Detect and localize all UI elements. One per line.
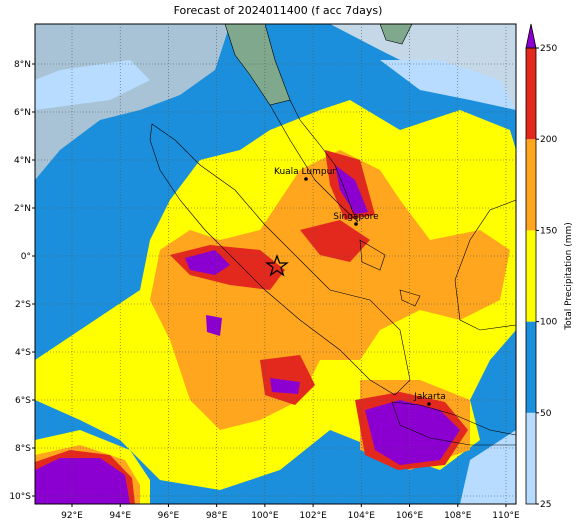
colorbar-label: Total Precipitation (mm) (564, 222, 574, 331)
colorbar: 25 50 100 150 200 250 (525, 23, 557, 510)
colorbar-tick-label: 100 (540, 318, 557, 328)
map-frame (34, 23, 517, 505)
precip-area (335, 165, 368, 214)
precip-area (460, 430, 516, 504)
terrain (35, 24, 230, 180)
x-tick-label: 94°E (109, 511, 131, 521)
coastline (359, 239, 421, 307)
colorbar-segment (526, 48, 536, 140)
precip-area (206, 315, 222, 336)
precip-area (35, 458, 130, 504)
colorbar-frame (525, 47, 537, 505)
colorbar-tick-label: 250 (540, 44, 557, 54)
city-label: Kuala Lumpur (274, 167, 336, 177)
graticule: 92°E 94°E 96°E 98°E 100°E 102°E 104°E 106°E 108°… (9, 24, 520, 521)
coastline (391, 401, 516, 446)
x-tick-label: 110°E (492, 511, 520, 521)
colorbar-tick-label: 200 (540, 135, 557, 145)
coastline (454, 199, 516, 331)
city-label: Singapore (333, 212, 379, 222)
y-tick-label: 8°S (15, 444, 31, 454)
x-tick-label: 98°E (206, 511, 228, 521)
map-title: Forecast of 2024011400 (f acc 7days) (174, 4, 383, 17)
colorbar-segment (526, 321, 536, 413)
city-marker (304, 177, 308, 181)
x-tick-label: 106°E (396, 511, 424, 521)
city-label: Jakarta (413, 392, 445, 402)
colorbar-tick-label: 25 (540, 500, 551, 510)
y-tick-label: 0° (21, 252, 31, 262)
city-marker (427, 402, 431, 406)
colorbar-segment (526, 230, 536, 322)
land (379, 24, 413, 45)
x-tick-label: 96°E (158, 511, 180, 521)
precip-field (35, 24, 516, 504)
precip-area (380, 60, 516, 110)
precip-area (300, 220, 370, 262)
y-tick-label: 2°S (15, 300, 31, 310)
coastline (149, 123, 411, 396)
y-tick-label: 4°S (15, 348, 31, 358)
y-tick-label: 10°S (9, 492, 31, 502)
colorbar-segment (526, 139, 536, 231)
colorbar-segment (526, 412, 536, 504)
y-tick-label: 6°S (15, 396, 31, 406)
coastline (269, 99, 359, 223)
precip-area (365, 400, 460, 465)
city-marker (354, 222, 358, 226)
x-tick-label: 100°E (251, 511, 279, 521)
precip-area (260, 355, 315, 405)
precip-area (270, 378, 300, 394)
y-tick-label: 8°N (14, 60, 31, 70)
x-tick-label: 102°E (299, 511, 327, 521)
x-tick-label: 92°E (61, 511, 83, 521)
x-tick-label: 108°E (444, 511, 472, 521)
precip-area (35, 60, 150, 110)
y-tick-label: 4°N (14, 156, 31, 166)
colorbar-tick-label: 50 (540, 409, 552, 419)
y-tick-label: 2°N (14, 204, 31, 214)
location-star (265, 254, 289, 277)
colorbar-extend (525, 23, 537, 49)
colorbar-tick-label: 150 (540, 226, 557, 236)
x-tick-label: 104°E (348, 511, 376, 521)
y-tick-label: 6°N (14, 108, 31, 118)
land (224, 24, 291, 106)
